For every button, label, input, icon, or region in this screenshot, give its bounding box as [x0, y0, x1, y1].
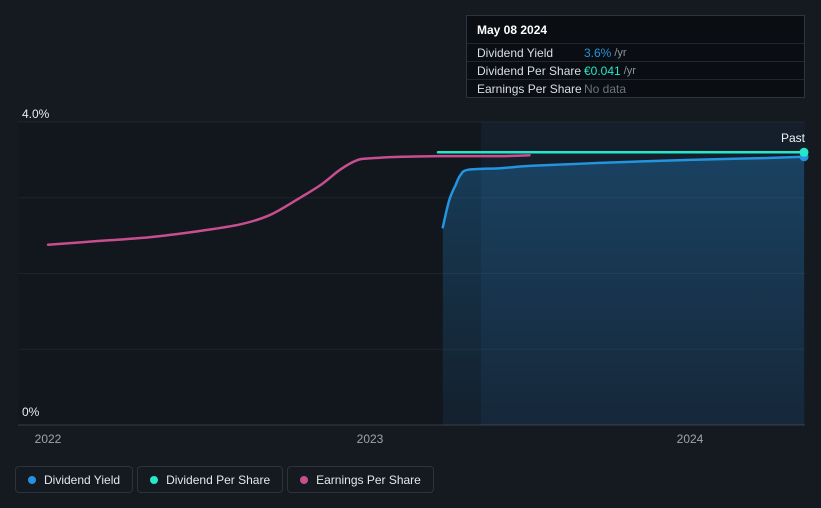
tooltip-row-value: €0.041	[584, 63, 621, 78]
x-axis-label-2022: 2022	[34, 432, 62, 446]
tooltip-row-dividend-yield: Dividend Yield 3.6% /yr	[467, 43, 804, 61]
legend: Dividend Yield Dividend Per Share Earnin…	[15, 466, 434, 493]
tooltip-row-dividend-per-share: Dividend Per Share €0.041 /yr	[467, 61, 804, 79]
y-axis-label-bottom: 0%	[22, 405, 40, 419]
legend-color-dot-icon	[150, 475, 159, 484]
legend-item-dividend-per-share[interactable]: Dividend Per Share	[137, 466, 284, 493]
tooltip-row-value: No data	[584, 81, 627, 96]
y-axis-label-top: 4.0%	[22, 107, 50, 121]
tooltip-row-suffix: /yr	[614, 46, 627, 59]
tooltip-date: May 08 2024	[477, 23, 548, 37]
past-label: Past	[780, 131, 805, 145]
legend-color-dot-icon	[28, 475, 36, 484]
legend-item-label: Earnings Per Share	[316, 472, 421, 487]
tooltip-row-suffix: /yr	[623, 64, 636, 77]
legend-item-earnings-per-share[interactable]: Earnings Per Share	[287, 466, 434, 493]
tooltip-row-label: Dividend Yield	[477, 45, 554, 60]
x-axis-label-2024: 2024	[676, 432, 704, 446]
x-axis-label-2023: 2023	[356, 432, 384, 446]
legend-item-label: Dividend Yield	[44, 472, 121, 487]
legend-color-dot-icon	[300, 475, 309, 484]
legend-item-dividend-yield[interactable]: Dividend Yield	[15, 466, 134, 493]
x-axis: 2022 2023 2024	[0, 432, 821, 448]
tooltip-row-value: 3.6%	[584, 45, 612, 60]
tooltip-row-label: Dividend Per Share	[477, 63, 582, 78]
legend-item-label: Dividend Per Share	[166, 472, 271, 487]
tooltip-row-earnings-per-share: Earnings Per Share No data	[467, 79, 804, 97]
chart-tooltip: May 08 2024 Dividend Yield 3.6% /yr Divi…	[466, 15, 805, 98]
tooltip-row-label: Earnings Per Share	[477, 81, 582, 96]
